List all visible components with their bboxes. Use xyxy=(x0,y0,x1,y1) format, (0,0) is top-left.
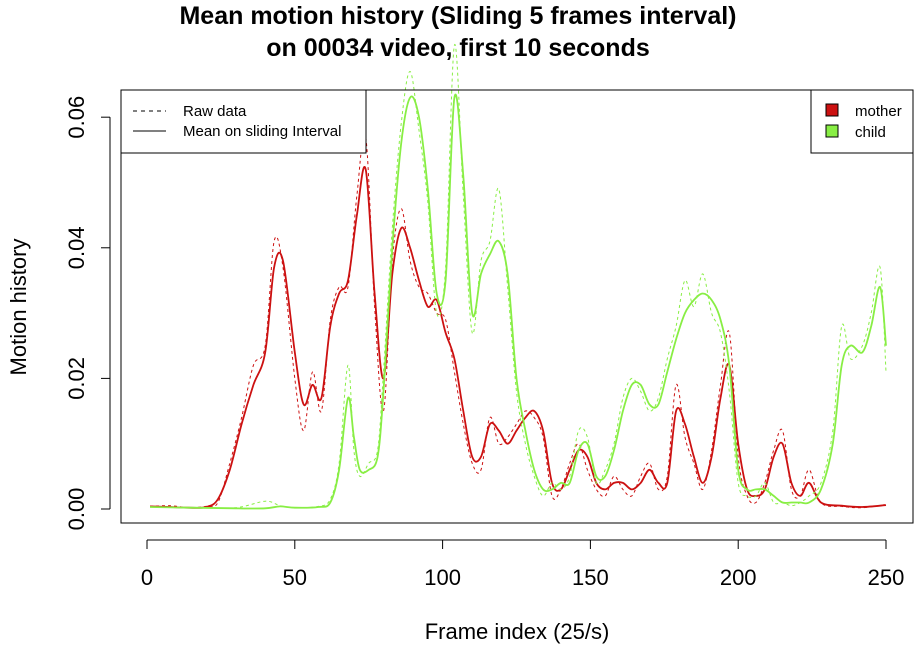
plot-box xyxy=(120,89,914,524)
legend-child-label: child xyxy=(855,124,886,141)
x-tick-label: 250 xyxy=(868,565,905,590)
x-axis-label: Frame index (25/s) xyxy=(425,619,610,644)
color-legend: mother child xyxy=(810,89,914,154)
y-tick-label: 0.06 xyxy=(64,96,89,139)
child-mean-line xyxy=(149,93,887,510)
x-tick-label: 200 xyxy=(720,565,757,590)
legend-mother-swatch xyxy=(825,103,839,117)
y-axis: 0.00 0.02 0.04 0.06 xyxy=(64,96,111,531)
y-tick-label: 0.02 xyxy=(64,357,89,400)
legend-mean-label: Mean on sliding Interval xyxy=(183,123,341,140)
y-axis-label: Motion history xyxy=(6,239,31,376)
x-tick-label: 50 xyxy=(283,565,307,590)
x-axis: 0 50 100 150 200 250 xyxy=(141,539,905,590)
color-legend-box xyxy=(810,89,914,154)
legend-mother-label: mother xyxy=(855,103,902,120)
mother-mean-line xyxy=(149,166,887,509)
x-tick-label: 100 xyxy=(424,565,461,590)
y-tick-label: 0.04 xyxy=(64,226,89,269)
series-layer xyxy=(149,44,887,510)
chart-title-line-1: Mean motion history (Sliding 5 frames in… xyxy=(179,2,737,30)
legend-child-swatch xyxy=(825,124,839,138)
line-style-legend: Raw data Mean on sliding Interval xyxy=(120,89,367,154)
x-tick-label: 0 xyxy=(141,565,153,590)
x-tick-label: 150 xyxy=(572,565,609,590)
chart-title-line-2: on 00034 video, first 10 seconds xyxy=(266,34,650,62)
legend-raw-data-label: Raw data xyxy=(183,103,247,120)
line-style-legend-box xyxy=(120,89,367,154)
y-tick-label: 0.00 xyxy=(64,488,89,531)
mother-raw-line xyxy=(149,132,887,509)
